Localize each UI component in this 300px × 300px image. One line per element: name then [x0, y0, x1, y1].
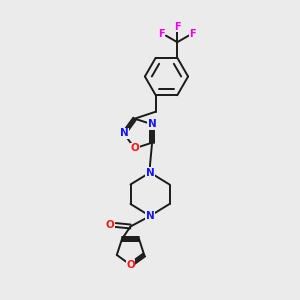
Text: N: N [148, 119, 157, 129]
Text: O: O [126, 260, 135, 270]
Text: N: N [146, 211, 154, 221]
Text: O: O [130, 143, 139, 153]
Text: F: F [190, 29, 196, 39]
Text: N: N [146, 167, 154, 178]
Text: F: F [158, 29, 165, 39]
Text: N: N [119, 128, 128, 139]
Text: O: O [106, 220, 115, 230]
Text: F: F [174, 22, 181, 32]
